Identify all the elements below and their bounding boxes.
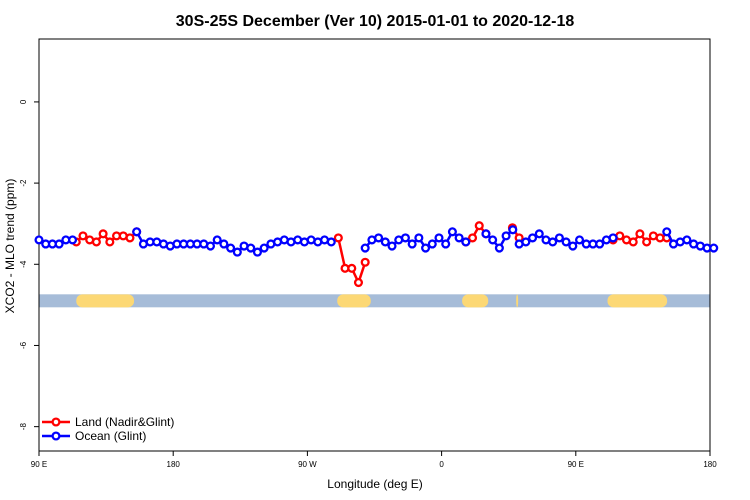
data-point — [467, 233, 478, 243]
data-point — [494, 243, 504, 253]
data-point — [246, 243, 256, 253]
chart-title: 30S-25S December (Ver 10) 2015-01-01 to … — [176, 13, 575, 30]
x-tick-label: 180 — [703, 460, 717, 469]
data-point — [635, 229, 645, 239]
legend: Land (Nadir&Glint)Ocean (Glint) — [42, 415, 174, 443]
data-point — [68, 235, 78, 245]
data-point — [521, 237, 531, 247]
data-point — [259, 243, 269, 253]
data-point — [434, 233, 444, 243]
legend-marker — [51, 431, 61, 441]
surface-band — [39, 294, 710, 308]
series-ocean — [34, 225, 719, 257]
data-point — [212, 235, 222, 245]
data-point — [534, 229, 544, 239]
data-point — [91, 237, 101, 247]
data-point — [508, 225, 518, 235]
data-point — [132, 227, 142, 237]
data-point — [548, 237, 558, 247]
data-point — [219, 239, 229, 249]
land-band-segment — [516, 294, 519, 308]
data-point — [407, 239, 417, 249]
data-point — [226, 243, 236, 253]
data-point — [682, 235, 692, 245]
data-point — [414, 233, 424, 243]
y-axis-label: XCO2 - MLO trend (ppm) — [3, 179, 17, 314]
land-band-segment — [462, 294, 489, 308]
data-point — [574, 235, 585, 245]
data-point — [333, 233, 343, 243]
data-point — [78, 231, 88, 241]
data-point — [501, 231, 511, 241]
data-point — [205, 241, 216, 251]
x-axis: 90 E 180 90 W 0 90 E 180 — [31, 451, 717, 469]
ocean-band — [39, 294, 710, 308]
data-point — [360, 243, 370, 253]
series-layer — [34, 221, 719, 288]
data-point — [608, 233, 618, 243]
data-point — [347, 263, 357, 273]
land-band-segment — [607, 294, 668, 308]
data-point — [628, 237, 638, 247]
data-point — [427, 239, 437, 249]
data-point — [400, 233, 410, 243]
y-tick-label: 0 — [19, 99, 28, 104]
data-point — [105, 237, 115, 247]
y-tick-label: -8 — [19, 423, 28, 431]
data-point — [353, 277, 364, 288]
data-point — [441, 239, 451, 249]
legend-label: Ocean (Glint) — [75, 429, 146, 443]
data-point — [642, 237, 652, 247]
x-tick-label: 90 E — [31, 460, 47, 469]
data-point — [709, 243, 719, 253]
data-point — [374, 233, 384, 243]
y-tick-label: -4 — [19, 260, 28, 268]
legend-marker — [51, 417, 61, 427]
x-tick-label: 90 W — [298, 460, 317, 469]
data-point — [54, 239, 64, 249]
data-point — [561, 237, 571, 247]
data-point — [98, 229, 108, 239]
y-tick-label: -6 — [19, 341, 28, 349]
legend-label: Land (Nadir&Glint) — [75, 415, 174, 429]
data-point — [380, 237, 390, 247]
data-point — [360, 257, 370, 267]
data-point — [125, 233, 135, 243]
land-band-segment — [76, 294, 135, 308]
x-tick-label: 0 — [439, 460, 444, 469]
data-point — [454, 233, 464, 243]
data-point — [232, 247, 242, 257]
data-point — [662, 227, 672, 237]
data-point — [252, 247, 262, 257]
data-point — [461, 237, 471, 247]
data-point — [387, 241, 397, 251]
data-point — [474, 221, 484, 231]
data-point — [528, 233, 538, 243]
data-point — [421, 243, 431, 253]
land-band-segment — [337, 294, 371, 308]
data-point — [326, 237, 336, 247]
data-point — [481, 229, 491, 239]
x-axis-label: Longitude (deg E) — [327, 477, 422, 491]
y-axis: 0 -2 -4 -6 -8 — [19, 99, 39, 430]
x-tick-label: 180 — [167, 460, 181, 469]
data-point — [568, 241, 578, 251]
data-point — [595, 239, 605, 249]
series-land — [71, 221, 672, 288]
y-tick-label: -2 — [19, 179, 28, 187]
x-tick-label: 90 E — [568, 460, 584, 469]
data-point — [554, 233, 564, 243]
data-point — [34, 235, 44, 245]
data-point — [447, 227, 457, 237]
data-point — [488, 235, 498, 245]
